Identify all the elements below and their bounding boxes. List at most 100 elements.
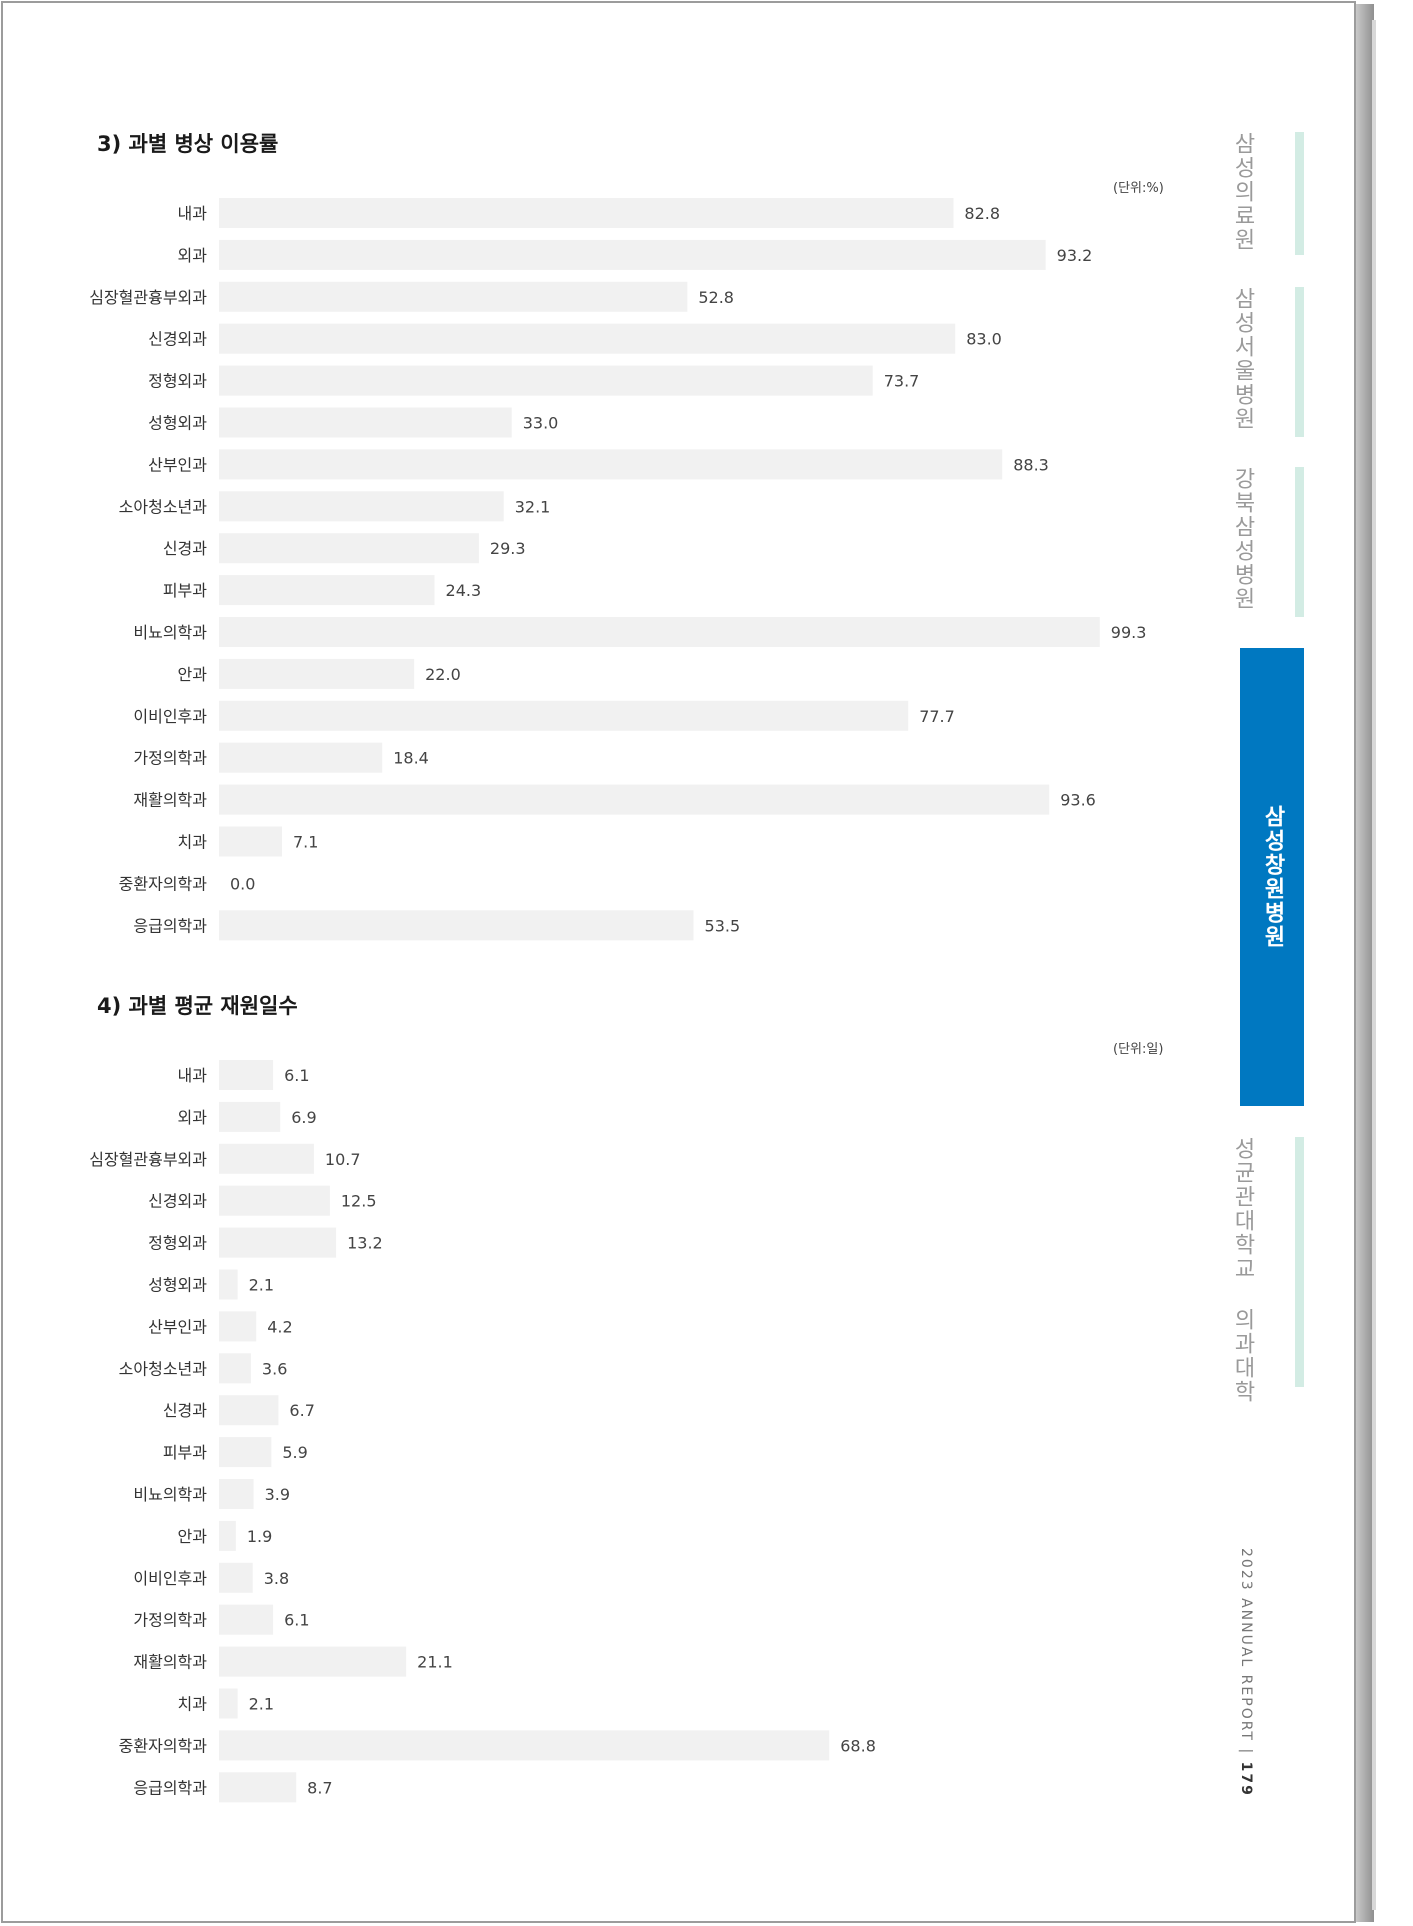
side-tab-samsung-medical[interactable]: 삼성의료원	[1230, 132, 1255, 252]
bar	[219, 365, 873, 396]
page-border	[1, 1, 1356, 1923]
value-label: 68.8	[840, 1736, 876, 1755]
value-label: 32.1	[515, 497, 551, 516]
category-label: 재활의학과	[133, 1653, 207, 1672]
value-label: 6.1	[284, 1611, 309, 1630]
bar	[219, 1101, 281, 1132]
category-label: 심장혈관흉부외과	[89, 1150, 207, 1169]
value-label: 82.8	[964, 204, 1000, 223]
bar	[219, 784, 1050, 815]
value-label: 88.3	[1013, 455, 1049, 474]
bar	[219, 742, 383, 773]
value-label: 83.0	[966, 330, 1002, 349]
bar	[219, 281, 688, 312]
category-label: 정형외과	[148, 1234, 207, 1253]
bar	[219, 1562, 253, 1593]
side-tab-skku-medicine[interactable]: 성균관대학교 의과대학	[1230, 1137, 1255, 1404]
category-label: 성형외과	[148, 414, 207, 433]
value-label: 6.1	[284, 1066, 309, 1085]
value-label: 93.2	[1057, 246, 1093, 265]
footer-separator: |	[1238, 1748, 1254, 1756]
value-label: 2.1	[249, 1695, 274, 1714]
bar	[219, 533, 479, 564]
bar	[219, 1646, 407, 1677]
category-label: 신경외과	[148, 1192, 207, 1211]
value-label: 93.6	[1060, 791, 1096, 810]
side-tab-samsung-seoul[interactable]: 삼성서울병원	[1230, 287, 1255, 431]
page-number: 179	[1238, 1761, 1254, 1797]
bar	[219, 910, 694, 941]
category-label: 응급의학과	[133, 916, 207, 935]
page-edge-inner	[1372, 20, 1376, 1910]
bar	[219, 1269, 238, 1300]
bar	[219, 1772, 297, 1803]
category-label: 이비인후과	[133, 707, 207, 726]
value-label: 21.1	[417, 1653, 453, 1672]
footer-report: 2023 ANNUAL REPORT | 179	[1238, 1548, 1254, 1797]
avg-stay-title: 4) 과별 평균 재원일수	[97, 994, 298, 1018]
category-label: 신경과	[163, 1401, 207, 1420]
category-label: 중환자의학과	[119, 874, 208, 893]
bar	[219, 617, 1100, 647]
category-label: 응급의학과	[133, 1778, 207, 1797]
bar	[219, 1143, 314, 1174]
value-label: 8.7	[307, 1778, 332, 1797]
value-label: 53.5	[705, 916, 741, 935]
bar	[219, 1395, 279, 1426]
category-label: 피부과	[163, 1443, 207, 1462]
bar	[219, 700, 909, 731]
bar	[219, 1185, 330, 1216]
category-label: 가정의학과	[133, 749, 207, 768]
value-label: 3.9	[265, 1485, 290, 1504]
category-label: 외과	[178, 246, 208, 265]
bed-occupancy-unit: (단위:%)	[1113, 181, 1164, 196]
bar	[219, 1311, 257, 1342]
category-label: 소아청소년과	[119, 1359, 208, 1378]
bar	[219, 449, 1003, 480]
value-label: 99.3	[1111, 623, 1147, 642]
category-label: 치과	[178, 833, 208, 852]
value-label: 3.8	[264, 1569, 289, 1588]
bar	[219, 323, 956, 354]
bar	[219, 491, 504, 522]
value-label: 5.9	[282, 1443, 307, 1462]
side-tab-samsung-changwon[interactable]: 삼성창원병원	[1240, 648, 1304, 1106]
value-label: 22.0	[425, 665, 461, 684]
bar	[219, 198, 954, 228]
category-label: 신경과	[163, 539, 207, 558]
value-label: 24.3	[446, 581, 482, 600]
value-label: 4.2	[267, 1317, 292, 1336]
category-label: 정형외과	[148, 372, 207, 391]
value-label: 33.0	[523, 414, 559, 433]
bed-occupancy-chart: 내과 82.8 외과 93.2 심장혈관흉부외과 52.8 신경외과 83.0 정형외과 73.7…	[89, 198, 1147, 941]
side-tab-line-kangbuk-samsung	[1295, 467, 1304, 617]
category-label: 내과	[178, 204, 208, 223]
category-label: 비뇨의학과	[133, 623, 207, 642]
value-label: 18.4	[393, 749, 429, 768]
footer-report-name: 2023 ANNUAL REPORT	[1238, 1548, 1254, 1742]
value-label: 7.1	[293, 833, 318, 852]
category-label: 이비인후과	[133, 1569, 207, 1588]
category-label: 재활의학과	[133, 791, 207, 810]
bar	[219, 239, 1046, 270]
category-label: 피부과	[163, 581, 207, 600]
value-label: 52.8	[698, 288, 734, 307]
value-label: 73.7	[884, 372, 920, 391]
value-label: 12.5	[341, 1192, 377, 1211]
bar	[219, 658, 415, 689]
value-label: 2.1	[249, 1276, 274, 1295]
category-label: 내과	[178, 1066, 208, 1085]
bar	[219, 1479, 254, 1509]
value-label: 77.7	[919, 707, 955, 726]
value-label: 10.7	[325, 1150, 361, 1169]
bed-occupancy-title: 3) 과별 병상 이용률	[97, 132, 279, 156]
side-tab-line-samsung-seoul	[1295, 287, 1304, 437]
category-label: 산부인과	[148, 455, 207, 474]
avg-stay-chart: 내과 6.1 외과 6.9 심장혈관흉부외과 10.7 신경외과 12.5 정형외과 13.2 성형…	[89, 1060, 876, 1803]
side-tab-label-samsung-changwon: 삼성창원병원	[1260, 805, 1285, 949]
value-label: 0.0	[230, 874, 255, 893]
side-tab-kangbuk-samsung[interactable]: 강북삼성병원	[1230, 467, 1255, 611]
bar	[219, 407, 512, 438]
value-label: 29.3	[490, 539, 526, 558]
